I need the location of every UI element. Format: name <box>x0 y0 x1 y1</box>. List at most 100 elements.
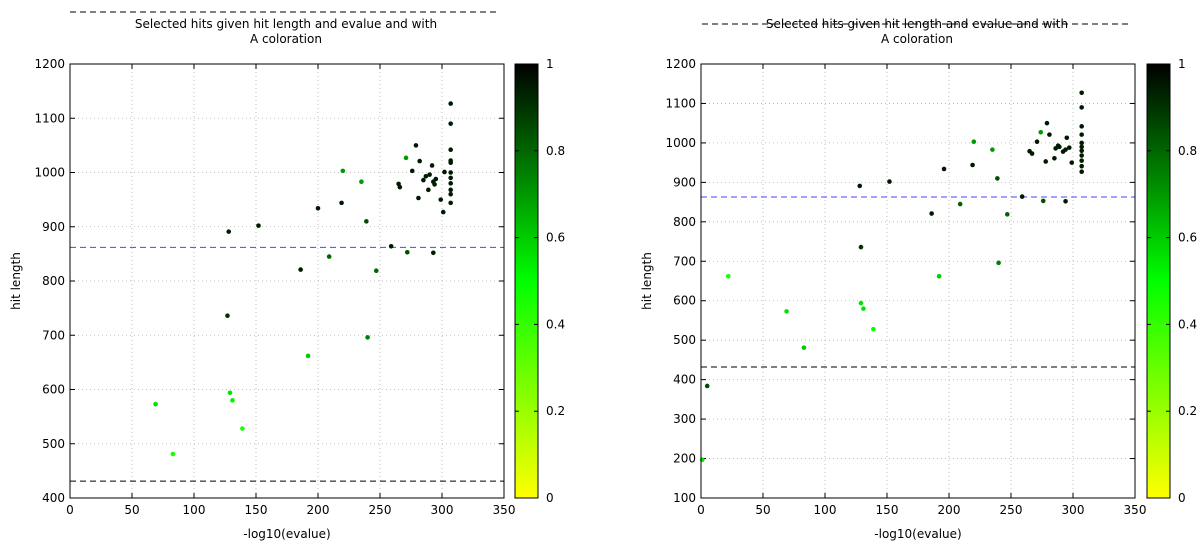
colorbar-tick-label: 0.4 <box>546 317 565 331</box>
y-tick-label: 400 <box>673 373 696 387</box>
data-point <box>941 166 947 172</box>
data-point <box>1066 145 1072 150</box>
data-point <box>448 200 453 206</box>
y-tick-label: 1100 <box>665 96 696 110</box>
chart-title: Selected hits given hit length and evalu… <box>766 17 1068 31</box>
data-point <box>227 390 233 396</box>
data-point <box>240 426 245 431</box>
colorbar-tick-label: 0.6 <box>546 231 565 245</box>
data-points <box>153 101 453 457</box>
x-tick-label: 250 <box>1000 503 1023 517</box>
data-point <box>1079 158 1084 163</box>
x-tick-label: 100 <box>183 503 206 517</box>
y-tick-label: 1000 <box>665 136 696 150</box>
data-point <box>433 176 439 182</box>
x-tick-label: 0 <box>66 503 74 517</box>
data-point <box>1079 140 1084 146</box>
data-point <box>427 172 432 177</box>
data-point <box>1079 144 1084 150</box>
data-point <box>1063 199 1068 204</box>
colorbar <box>514 63 539 499</box>
threshold-lines <box>70 246 504 482</box>
colorbar-ticks: 0 0.2 0.4 0.6 0.8 1 <box>515 57 565 505</box>
y-tick-label: 200 <box>673 452 696 466</box>
y-tick-label: 500 <box>673 333 696 347</box>
colorbar-tick-label: 0.4 <box>1178 317 1197 331</box>
colorbar-tick-label: 1 <box>546 57 554 71</box>
data-point <box>448 187 453 193</box>
data-point <box>432 182 437 187</box>
data-point <box>226 229 232 234</box>
data-point <box>298 267 303 272</box>
colorbar-tick-label: 0.2 <box>1178 404 1197 418</box>
y-tick-label: 800 <box>42 274 65 288</box>
y-tick-label: 600 <box>42 383 65 397</box>
x-axis-label: -log10(evalue) <box>243 527 330 541</box>
x-tick-label: 50 <box>755 503 770 517</box>
data-point <box>409 168 415 174</box>
colorbar-tick-label: 0.8 <box>546 144 565 158</box>
data-point <box>971 139 977 145</box>
data-point <box>1004 212 1010 217</box>
data-point <box>448 147 453 153</box>
data-point <box>421 177 426 183</box>
data-point <box>359 179 364 185</box>
data-point <box>373 268 379 273</box>
data-point <box>887 179 892 184</box>
data-point <box>996 260 1001 266</box>
data-point <box>1079 148 1084 154</box>
data-point <box>704 383 710 389</box>
data-point <box>858 244 864 250</box>
data-point <box>426 187 431 193</box>
axis-ticks: 0 50 100 150 200 250 300 350 400 500 600 700 800 900 1… <box>34 57 515 517</box>
y-tick-label: 800 <box>673 215 696 229</box>
x-tick-label: 0 <box>697 503 705 517</box>
data-point <box>440 209 446 215</box>
data-point <box>784 309 789 314</box>
x-tick-label: 200 <box>938 503 961 517</box>
data-point <box>929 211 934 216</box>
y-axis-label: hit length <box>9 252 23 310</box>
x-tick-label: 100 <box>814 503 837 517</box>
data-point <box>970 162 975 168</box>
chart-left: Selected hits given hit length and evalu… <box>9 11 565 541</box>
colorbar-ticks: 0 0.2 0.4 0.6 0.8 1 <box>1147 57 1197 505</box>
data-point <box>1079 153 1084 158</box>
chart-title: Selected hits given hit length and evalu… <box>135 17 437 31</box>
y-tick-label: 1200 <box>665 57 696 71</box>
x-tick-label: 300 <box>431 503 454 517</box>
data-point <box>423 173 429 179</box>
data-point <box>1047 132 1052 137</box>
data-point <box>448 175 453 181</box>
data-point <box>397 184 403 190</box>
data-point <box>936 273 942 279</box>
x-tick-label: 250 <box>369 503 392 517</box>
data-point <box>858 300 864 306</box>
y-tick-label: 1000 <box>34 166 65 180</box>
data-point <box>340 168 346 174</box>
plot-frame <box>700 63 1136 499</box>
data-point <box>957 201 963 207</box>
data-point <box>1052 155 1057 161</box>
data-point <box>871 326 876 332</box>
data-point <box>1057 144 1062 150</box>
data-point <box>315 206 321 211</box>
data-point <box>1069 160 1075 165</box>
y-tick-label: 500 <box>42 437 65 451</box>
grid <box>70 64 504 498</box>
data-point <box>1038 129 1044 135</box>
data-point <box>995 176 1000 181</box>
y-tick-label: 600 <box>673 294 696 308</box>
x-tick-label: 200 <box>307 503 330 517</box>
data-point <box>305 353 311 359</box>
data-point <box>1079 90 1084 96</box>
y-tick-label: 700 <box>42 328 65 342</box>
colorbar-tick-label: 1 <box>1178 57 1186 71</box>
x-tick-label: 350 <box>493 503 516 517</box>
colorbar-tick-label: 0 <box>1178 491 1186 505</box>
x-axis-label: -log10(evalue) <box>874 527 961 541</box>
data-point <box>448 121 453 126</box>
data-point <box>1079 124 1084 129</box>
x-tick-label: 350 <box>1124 503 1147 517</box>
